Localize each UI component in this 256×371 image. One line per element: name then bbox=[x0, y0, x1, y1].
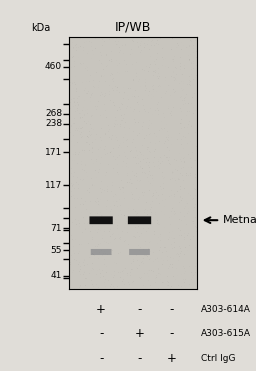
Text: 268: 268 bbox=[45, 109, 62, 118]
Text: -: - bbox=[137, 303, 142, 316]
Text: kDa: kDa bbox=[31, 23, 51, 33]
Text: +: + bbox=[135, 327, 144, 341]
Text: 41: 41 bbox=[51, 271, 62, 280]
FancyBboxPatch shape bbox=[91, 249, 112, 255]
Text: -: - bbox=[99, 327, 103, 341]
Text: 55: 55 bbox=[51, 246, 62, 255]
Text: Metnase: Metnase bbox=[223, 215, 256, 225]
Text: +: + bbox=[167, 352, 176, 365]
Text: -: - bbox=[169, 327, 174, 341]
Text: -: - bbox=[99, 352, 103, 365]
Text: 71: 71 bbox=[51, 224, 62, 233]
Text: A303-615A: A303-615A bbox=[201, 329, 251, 338]
Text: Ctrl IgG: Ctrl IgG bbox=[201, 354, 236, 363]
FancyBboxPatch shape bbox=[128, 216, 151, 224]
Text: +: + bbox=[96, 303, 106, 316]
FancyBboxPatch shape bbox=[90, 216, 113, 224]
Text: -: - bbox=[137, 352, 142, 365]
Text: 460: 460 bbox=[45, 62, 62, 72]
Text: 238: 238 bbox=[45, 119, 62, 128]
Title: IP/WB: IP/WB bbox=[115, 20, 151, 33]
Text: 117: 117 bbox=[45, 181, 62, 190]
Text: -: - bbox=[169, 303, 174, 316]
Text: 171: 171 bbox=[45, 148, 62, 157]
FancyBboxPatch shape bbox=[129, 249, 150, 255]
Text: A303-614A: A303-614A bbox=[201, 305, 251, 314]
